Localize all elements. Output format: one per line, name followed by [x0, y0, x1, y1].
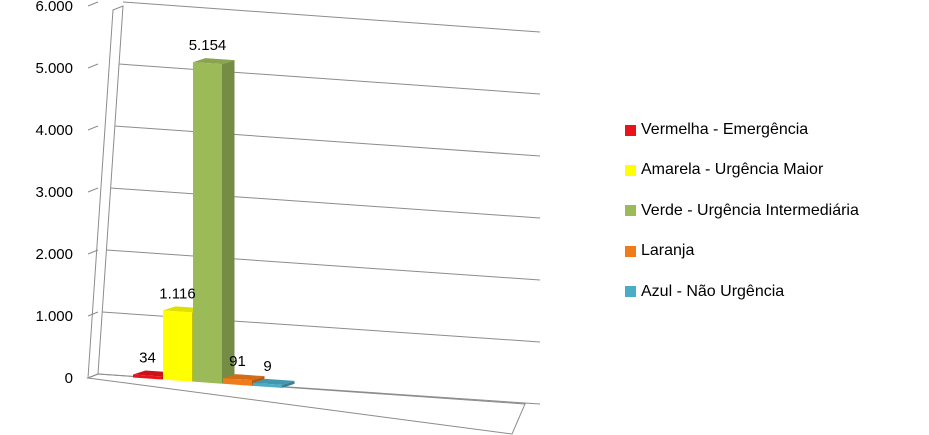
bar-top [253, 378, 295, 385]
gridline [87, 125, 99, 131]
gridline [106, 249, 541, 281]
legend-item: Azul - Não Urgência [625, 278, 859, 306]
chart-side-wall [87, 5, 124, 379]
legend-label: Verde - Urgência Intermediária [641, 201, 859, 219]
gridline [118, 63, 541, 95]
y-tick-label: 4.000 [35, 122, 73, 139]
y-tick-label: 1.000 [35, 308, 73, 325]
gridline [122, 1, 541, 33]
bar [193, 58, 235, 384]
legend-swatch [625, 245, 636, 257]
legend-swatch [625, 286, 636, 298]
gridline [110, 187, 541, 219]
y-tick-label: 2.000 [35, 246, 73, 263]
bar-front [253, 382, 282, 388]
bar-top [193, 58, 235, 65]
legend-label: Azul - Não Urgência [641, 282, 785, 300]
bar [253, 378, 295, 388]
legend-item: Laranja [625, 237, 859, 265]
chart-floor [86, 373, 526, 435]
bar-side [222, 60, 235, 384]
bar-front [223, 378, 252, 386]
data-labels: 34 1.116 5.154 91 9 [139, 37, 272, 375]
data-label: 1.116 [159, 285, 195, 302]
y-tick-label: 3.000 [35, 184, 73, 201]
y-tick-label: 5.000 [35, 60, 73, 77]
legend: Vermelha - Emergência Amarela - Urgência… [625, 116, 859, 318]
gridline [87, 311, 99, 317]
gridline [114, 125, 541, 157]
legend-label: Laranja [641, 242, 695, 260]
gridline [87, 249, 99, 255]
gridlines [87, 1, 541, 405]
legend-swatch [625, 205, 636, 217]
bar-front [163, 310, 192, 382]
gridline [87, 373, 99, 379]
legend-swatch [625, 124, 636, 136]
data-label: 9 [263, 358, 271, 375]
gridline [87, 187, 99, 193]
legend-swatch [625, 164, 636, 176]
bar-front [133, 374, 162, 380]
bars [133, 58, 295, 388]
legend-item: Vermelha - Emergência [625, 116, 859, 144]
bar [223, 374, 265, 386]
bar-front [193, 62, 222, 384]
legend-item: Amarela - Urgência Maior [625, 156, 859, 184]
y-tick-label: 0 [65, 370, 73, 387]
bar-top [223, 374, 265, 381]
y-axis-ticks: 0 1.000 2.000 3.000 4.000 5.000 6.000 [35, 0, 73, 387]
data-label: 91 [229, 353, 246, 370]
bar-side [282, 380, 295, 388]
legend-item: Verde - Urgência Intermediária [625, 197, 859, 225]
legend-label: Amarela - Urgência Maior [641, 161, 824, 179]
data-label: 34 [139, 349, 156, 366]
legend-label: Vermelha - Emergência [641, 121, 809, 138]
gridline [87, 63, 99, 69]
gridline [87, 1, 99, 7]
data-label: 5.154 [189, 37, 227, 54]
y-tick-label: 6.000 [35, 0, 73, 15]
